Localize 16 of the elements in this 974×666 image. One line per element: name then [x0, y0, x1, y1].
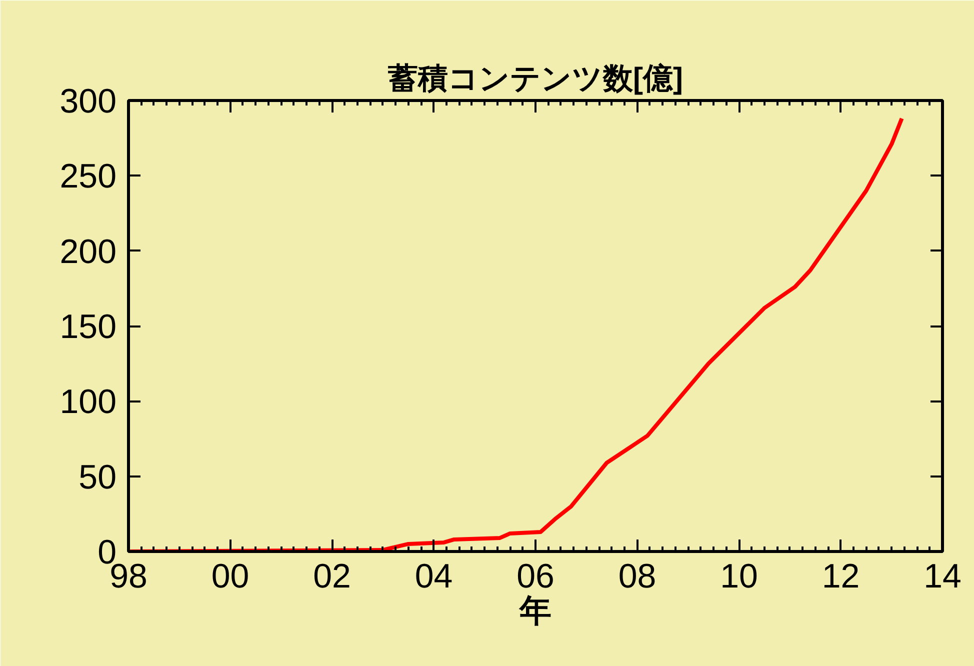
- x-tick-label: 06: [516, 558, 554, 596]
- y-tick-label: 100: [60, 383, 117, 422]
- y-tick-label: 200: [60, 232, 117, 271]
- x-tick-label: 12: [822, 558, 860, 596]
- y-tick-label: 300: [60, 82, 117, 120]
- y-tick-label: 250: [60, 158, 117, 196]
- x-tick-label: 14: [924, 558, 962, 596]
- x-tick-label: 08: [618, 558, 656, 596]
- x-tick-label: 10: [720, 558, 758, 596]
- x-axis-title: 年: [518, 592, 552, 628]
- chart-title: 蓄積コンテンツ数[億]: [387, 62, 683, 96]
- x-tick-label: 04: [414, 558, 453, 596]
- x-tick-label: 00: [211, 558, 250, 596]
- y-tick-label: 50: [78, 458, 117, 496]
- x-tick-label: 02: [313, 558, 351, 596]
- y-tick-label: 150: [60, 308, 117, 346]
